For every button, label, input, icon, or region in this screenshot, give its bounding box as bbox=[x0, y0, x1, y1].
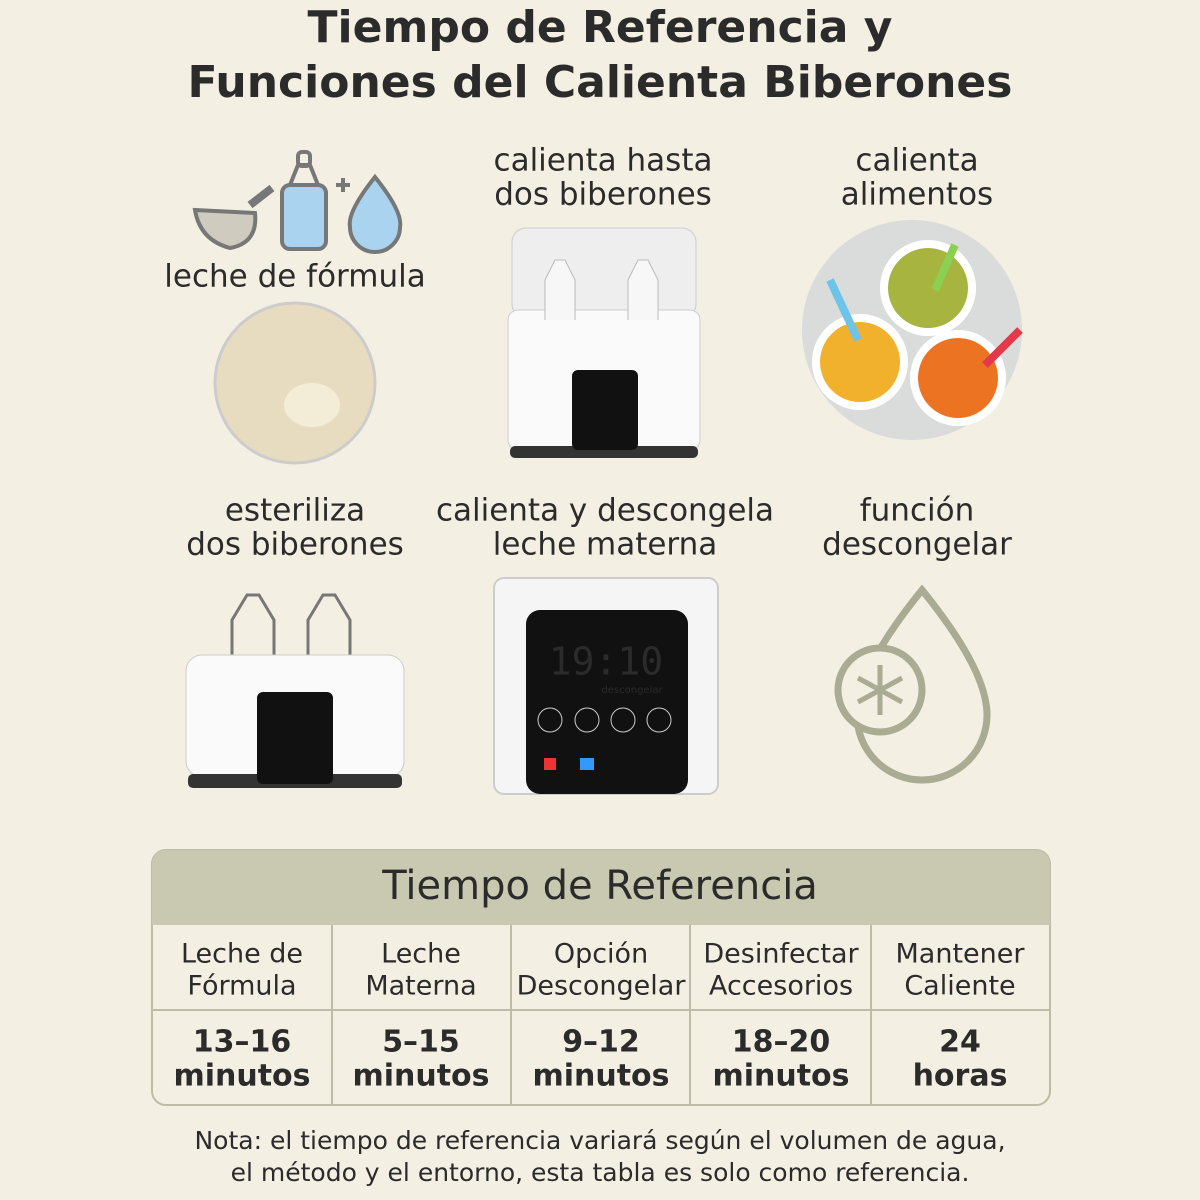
thaw-icon bbox=[834, 584, 991, 784]
feature-label: calienta bbox=[855, 143, 978, 179]
column-value: minutos bbox=[532, 1059, 669, 1094]
food-bowls bbox=[802, 220, 1023, 440]
column-header: Accesorios bbox=[709, 971, 853, 1002]
column-header: Mantener bbox=[896, 939, 1026, 970]
column-value: minutos bbox=[352, 1059, 489, 1094]
table-title: Tiempo de Referencia bbox=[381, 863, 818, 909]
column-value: 18–20 bbox=[732, 1025, 831, 1060]
column-header: Opción bbox=[554, 939, 648, 970]
formula-icons bbox=[192, 150, 403, 254]
column-value: 13–16 bbox=[193, 1025, 292, 1060]
panel-closeup bbox=[493, 577, 719, 795]
table-grid bbox=[152, 925, 1050, 1105]
feature-label: leche materna bbox=[493, 527, 718, 563]
column-value: 24 bbox=[939, 1025, 981, 1060]
title: Tiempo de Referencia y bbox=[308, 2, 893, 53]
column-header: Fórmula bbox=[187, 971, 296, 1002]
feature-label: calienta y descongela bbox=[436, 493, 774, 529]
feature-label: calienta hasta bbox=[494, 143, 713, 179]
column-header: Caliente bbox=[904, 971, 1015, 1002]
column-value: minutos bbox=[173, 1059, 310, 1094]
note: Nota: el tiempo de referencia variará se… bbox=[194, 1126, 1005, 1155]
column-header: Descongelar bbox=[517, 971, 687, 1002]
column-value: 9–12 bbox=[562, 1025, 640, 1060]
feature-label: leche de fórmula bbox=[164, 259, 425, 295]
column-header: Materna bbox=[365, 971, 476, 1002]
feature-label: dos biberones bbox=[494, 177, 712, 213]
column-header: Desinfectar bbox=[703, 939, 859, 970]
feature-label: dos biberones bbox=[186, 527, 404, 563]
sterilizer bbox=[185, 593, 405, 788]
display-mode: descongelar bbox=[601, 685, 663, 696]
feature-label: alimentos bbox=[841, 177, 993, 213]
feature-label: función bbox=[860, 493, 974, 529]
note: el método y el entorno, esta tabla es so… bbox=[231, 1158, 970, 1187]
powder bbox=[284, 383, 340, 427]
formula-photo bbox=[213, 301, 377, 465]
table-header-band bbox=[152, 850, 1050, 925]
title: Funciones del Calienta Biberones bbox=[188, 57, 1013, 108]
display-time: 19:10 bbox=[549, 640, 663, 684]
column-value: minutos bbox=[712, 1059, 849, 1094]
column-header: Leche bbox=[381, 939, 461, 970]
column-value: horas bbox=[913, 1059, 1008, 1094]
column-header: Leche de bbox=[181, 939, 303, 970]
bottle-warmer bbox=[507, 227, 701, 458]
feature-label: esteriliza bbox=[225, 493, 365, 529]
feature-label: descongelar bbox=[822, 527, 1012, 563]
column-value: 5–15 bbox=[382, 1025, 460, 1060]
